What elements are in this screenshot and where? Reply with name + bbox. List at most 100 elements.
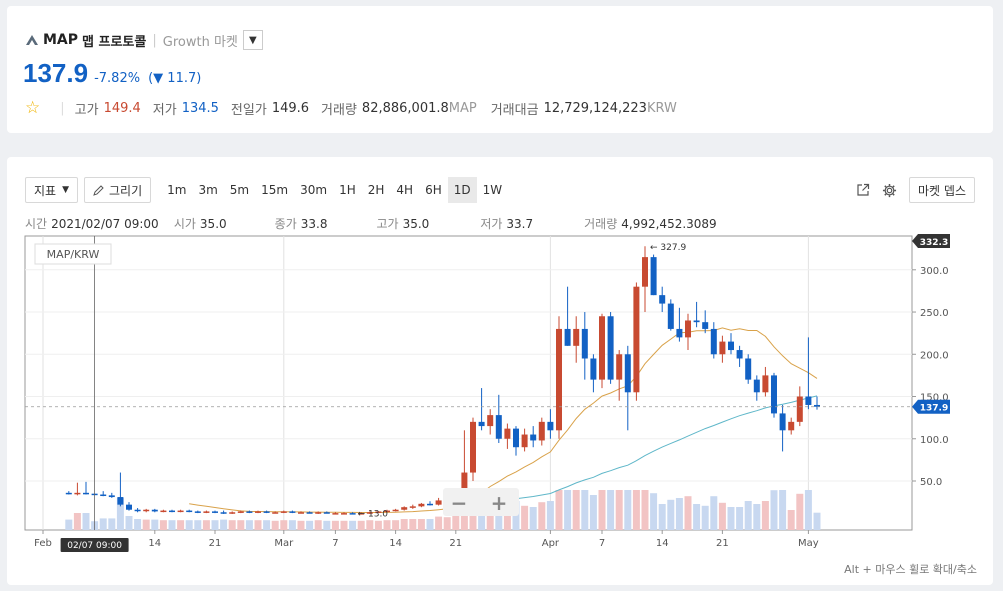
- candle-body: [435, 500, 442, 505]
- candle-body: [280, 511, 287, 513]
- candle-body: [427, 503, 433, 506]
- volume-bar: [237, 520, 245, 530]
- candle-body: [470, 421, 476, 473]
- volume-bar: [503, 504, 511, 530]
- candle-body: [126, 504, 132, 510]
- market-label[interactable]: Growth 마켓: [162, 34, 238, 50]
- volume-bar: [779, 490, 787, 530]
- timeframe-30m[interactable]: 30m: [300, 183, 328, 197]
- candle-body: [315, 512, 322, 514]
- candle-body: [521, 434, 528, 448]
- info-volume: 4,992,452.3089: [621, 217, 717, 231]
- market-dropdown-button[interactable]: ▼: [242, 30, 263, 50]
- y-tick-label: 300.0: [920, 266, 949, 277]
- volume-bar: [65, 519, 73, 530]
- volume-bar: [572, 490, 580, 530]
- timeframe-1D[interactable]: 1D: [447, 177, 477, 203]
- timeframe-4H[interactable]: 4H: [396, 183, 414, 197]
- candle-body: [642, 257, 648, 287]
- volume-bar: [297, 520, 305, 530]
- candle-body: [384, 510, 390, 513]
- price-row: 137.9 -7.82% (▼ 11.7): [23, 58, 201, 89]
- timeframe-6H[interactable]: 6H: [425, 183, 442, 197]
- volume-bar: [202, 520, 210, 530]
- candle-body: [65, 492, 72, 495]
- volume-bar: [804, 490, 812, 530]
- volume-bar: [374, 520, 382, 530]
- volume-bar: [684, 496, 692, 530]
- volume-bar: [486, 504, 494, 530]
- volume-bar: [331, 520, 339, 530]
- candle-body: [186, 510, 193, 513]
- caret-down-icon: ▼: [62, 185, 70, 195]
- zoom-help-text: Alt + 마우스 휠로 확대/축소: [844, 563, 977, 576]
- gear-icon[interactable]: [882, 183, 897, 198]
- timeframe-1m[interactable]: 1m: [167, 183, 187, 197]
- candle-body: [564, 328, 571, 346]
- timeframe-15m[interactable]: 15m: [261, 183, 289, 197]
- pencil-icon: [93, 184, 104, 196]
- current-price: 137.9: [23, 58, 89, 88]
- x-tick-label: 14: [148, 538, 161, 549]
- x-tick-label: 7: [599, 538, 605, 549]
- candle-body: [220, 512, 227, 514]
- max-price-marker: ← 327.9: [650, 243, 686, 253]
- volume-bar: [710, 496, 718, 530]
- zoom-out-button[interactable]: −: [451, 491, 468, 515]
- volume-bar: [607, 490, 615, 530]
- market-depth-button[interactable]: 마켓 뎁스: [909, 177, 975, 203]
- volume-value: 82,886,001.8: [361, 100, 449, 116]
- volume-bar: [718, 502, 726, 530]
- candle-body: [771, 375, 777, 414]
- volume-bar: [185, 520, 193, 530]
- volume-bar: [693, 504, 701, 530]
- top-price-tag: [912, 234, 950, 248]
- candle-body: [745, 358, 752, 380]
- candle-body: [599, 316, 605, 380]
- volume-bar: [134, 519, 142, 530]
- volume-bar: [632, 490, 640, 530]
- volume-bar: [787, 510, 795, 530]
- candle-body: [143, 509, 150, 512]
- low-label: 저가: [152, 102, 177, 118]
- candle-body: [805, 396, 812, 405]
- candle-body: [495, 415, 502, 439]
- volume-bar: [641, 490, 649, 530]
- y-tick-label: 200.0: [920, 350, 949, 361]
- external-link-icon[interactable]: [856, 183, 870, 197]
- candle-body: [478, 421, 485, 427]
- price-chart[interactable]: Feb 14 21 Mar 7 14 21 Apr 7 14 21 May 50.0 100.0 150.0…: [7, 232, 993, 562]
- candle-body: [779, 413, 786, 431]
- indicator-button[interactable]: 지표 ▼: [25, 177, 79, 203]
- timeframe-3m[interactable]: 3m: [198, 183, 218, 197]
- candle-body: [624, 354, 631, 393]
- volume-bar: [323, 520, 331, 530]
- volume-bar: [280, 520, 288, 530]
- zoom-in-button[interactable]: +: [491, 491, 508, 515]
- candle-body: [556, 328, 562, 431]
- candle-body: [246, 511, 253, 513]
- volume-bar: [194, 520, 202, 530]
- volume-bar: [555, 490, 563, 530]
- x-tick-label: May: [798, 538, 819, 549]
- candle-body: [332, 513, 339, 515]
- star-icon[interactable]: ☆: [25, 98, 41, 118]
- candle-body: [409, 506, 416, 508]
- candle-body: [762, 375, 769, 393]
- candle-body: [263, 511, 270, 513]
- timeframe-5m[interactable]: 5m: [229, 183, 250, 197]
- draw-button[interactable]: 그리기: [84, 177, 152, 203]
- timeframe-1W[interactable]: 1W: [482, 183, 503, 197]
- candle-body: [212, 511, 218, 513]
- info-high: 35.0: [402, 217, 430, 231]
- ohlc-info-row: 시간 2021/02/07 09:00 시가 35.0 종가 33.8 고가 35.0 …: [25, 217, 717, 231]
- candle-body: [633, 286, 640, 393]
- amount-value: 12,729,124,223: [543, 100, 647, 116]
- candle-body: [814, 404, 820, 407]
- ticker-symbol: MAP: [43, 32, 79, 48]
- timeframe-2H[interactable]: 2H: [367, 183, 385, 197]
- plot-frame: [24, 235, 913, 531]
- candle-body: [487, 415, 494, 427]
- timeframe-1H[interactable]: 1H: [339, 183, 356, 197]
- volume-bar: [228, 520, 236, 530]
